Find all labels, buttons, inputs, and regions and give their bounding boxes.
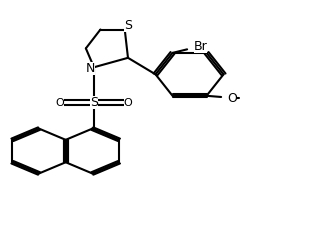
Text: S: S	[124, 19, 132, 33]
Text: O: O	[55, 98, 64, 108]
Text: O: O	[123, 98, 133, 108]
Text: O: O	[227, 92, 237, 105]
Text: S: S	[90, 96, 98, 109]
Text: N: N	[86, 62, 95, 75]
Text: Br: Br	[194, 41, 207, 54]
